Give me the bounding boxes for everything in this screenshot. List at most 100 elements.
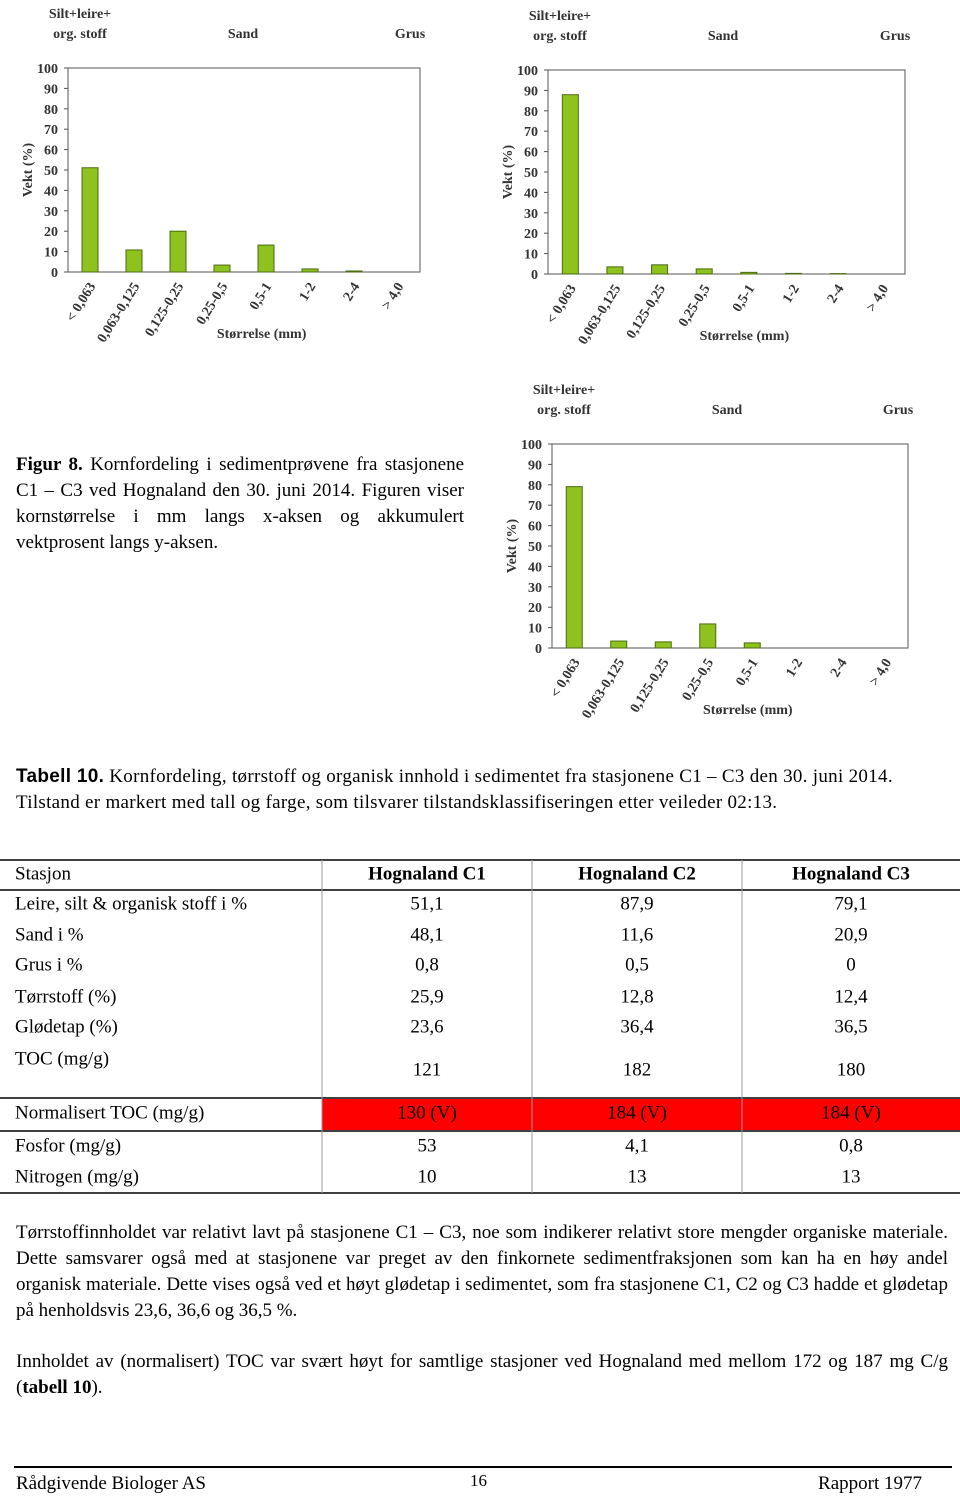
bar (651, 264, 669, 275)
bar (606, 266, 624, 275)
cell: Hognaland C3 (792, 863, 910, 884)
plot-frame (67, 67, 421, 273)
x-tick-label: > 4,0 (379, 280, 407, 313)
bar (561, 94, 579, 275)
x-tick-label: < 0,063 (64, 280, 99, 324)
y-tick-label: 80 (524, 105, 538, 120)
x-tick-label: 0,125-0,25 (143, 280, 188, 339)
bar (743, 642, 761, 649)
group-label: Sand (712, 403, 743, 418)
y-tick-label: 0 (51, 266, 58, 281)
row-label: Grus i % (15, 954, 83, 975)
row-label: Glødetap (%) (15, 1016, 118, 1037)
y-tick-label: 60 (528, 520, 542, 535)
y-axis-label: Vekt (%) (21, 143, 36, 198)
cell: 79,1 (834, 893, 867, 914)
table-title-text: Kornfordeling, tørrstoff og organisk inn… (16, 766, 893, 813)
bar (565, 486, 583, 649)
x-tick-label: 0,063-0,125 (95, 280, 144, 345)
bar (784, 272, 802, 275)
group-label: Silt+leire+ (49, 7, 111, 22)
x-axis-label: Størrelse (mm) (703, 703, 793, 718)
y-tick-label: 10 (524, 248, 538, 263)
x-tick-label: 2-4 (828, 656, 851, 680)
cell: 23,6 (410, 1016, 443, 1037)
cell: 180 (837, 1059, 866, 1080)
cell: 0,5 (625, 954, 649, 975)
bar (699, 623, 717, 649)
table-ref: tabell 10 (22, 1377, 92, 1398)
bar (654, 641, 672, 649)
x-tick-label: < 0,063 (548, 656, 583, 700)
row-label: Leire, silt & organisk stoff i % (15, 893, 247, 914)
cell: 10 (418, 1166, 437, 1187)
chart: Silt+leire+ org. stoff Sand Grus Vekt (%) 0 10… (501, 9, 911, 348)
x-axis-label: Størrelse (mm) (700, 329, 790, 344)
y-tick-label: 90 (528, 458, 542, 473)
row-label: Sand i % (15, 924, 84, 945)
cell: 20,9 (834, 924, 867, 945)
cell: 13 (628, 1166, 647, 1187)
y-axis-label: Vekt (%) (505, 519, 520, 574)
footer-left: Rådgivende Biologer AS (16, 1473, 206, 1494)
group-label: Grus (395, 27, 426, 42)
y-tick-label: 80 (44, 103, 58, 118)
x-axis-label: Størrelse (mm) (217, 327, 307, 342)
bar (213, 264, 231, 273)
x-tick-label: 0,25-0,5 (680, 656, 717, 704)
bar (610, 640, 628, 649)
x-tick-label: 0,5-1 (730, 282, 758, 315)
y-tick-label: 80 (528, 479, 542, 494)
cell: Hognaland C1 (368, 863, 486, 884)
cell: 12,8 (620, 986, 653, 1007)
plot-frame (547, 69, 906, 275)
y-tick-label: 30 (528, 581, 542, 596)
footer-right: Rapport 1977 (818, 1473, 922, 1494)
cell: 13 (842, 1166, 861, 1187)
x-tick-label: 0,063-0,125 (580, 656, 629, 721)
table-label: Tabell 10. (16, 766, 105, 787)
x-tick-label: > 4,0 (867, 656, 895, 689)
x-tick-label: 0,125-0,25 (624, 282, 669, 341)
cell: 53 (418, 1135, 437, 1156)
group-label: Grus (880, 29, 911, 44)
y-axis-label: Vekt (%) (501, 145, 516, 200)
y-tick-label: 50 (44, 164, 58, 179)
bar (695, 268, 713, 275)
cell: 12,4 (834, 986, 868, 1007)
page-number: 16 (470, 1471, 487, 1490)
y-tick-label: 0 (531, 268, 538, 283)
cell: 184 (V) (607, 1102, 667, 1123)
y-tick-label: 100 (517, 64, 538, 79)
cell: 48,1 (410, 924, 443, 945)
group-label: Grus (883, 403, 914, 418)
y-tick-label: 10 (44, 246, 58, 261)
chart: Silt+leire+ org. stoff Sand Grus Vekt (%) 0 10… (505, 383, 914, 722)
x-tick-label: 0,5-1 (733, 656, 761, 689)
group-label: Silt+leire+ (529, 9, 591, 24)
paragraph: Innholdet av (normalisert) TOC var svært… (16, 1349, 948, 1401)
x-tick-label: 0,25-0,5 (194, 280, 231, 328)
paragraph: Tørrstoffinnholdet var relativt lavt på … (16, 1222, 948, 1321)
cell: 0 (846, 954, 856, 975)
table: Stasjon Hognaland C1 Hognaland C2 Hognaland… (0, 859, 960, 1194)
x-tick-label: 0,5-1 (247, 280, 275, 313)
row-label: Tørrstoff (%) (15, 986, 116, 1007)
x-tick-label: 2-4 (825, 282, 848, 306)
bar (81, 167, 99, 273)
group-label: org. stoff (533, 29, 587, 44)
bar (257, 244, 275, 273)
bar (169, 230, 187, 273)
x-tick-label: 0,25-0,5 (676, 282, 713, 330)
cell: 121 (413, 1059, 442, 1080)
y-tick-label: 40 (44, 184, 58, 199)
cell: 4,1 (625, 1135, 649, 1156)
row-label: Normalisert TOC (mg/g) (15, 1102, 204, 1123)
x-tick-label: 0,063-0,125 (576, 282, 625, 347)
figure-caption: Figur 8. Kornfordeling i sedimentprøvene… (16, 452, 464, 556)
cell: 0,8 (415, 954, 439, 975)
bar (301, 268, 319, 273)
group-label: Sand (228, 27, 259, 42)
